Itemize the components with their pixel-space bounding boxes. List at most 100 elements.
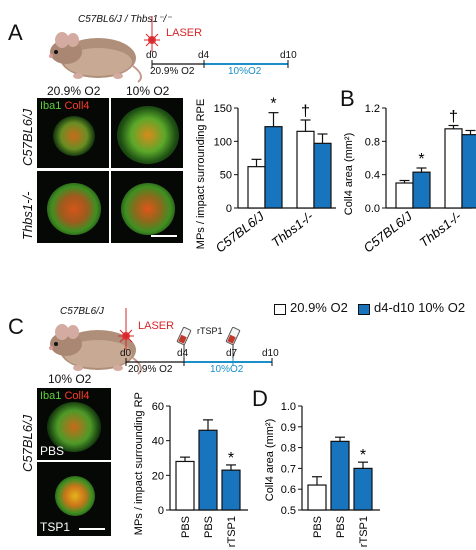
timeline-c-hypoxia: 10%O2	[210, 364, 244, 375]
syringe-icon	[225, 326, 241, 358]
significance-mark: †	[449, 109, 458, 126]
rtsp1-label: rTSP1	[197, 326, 223, 336]
y-tick-label: 0.5	[281, 505, 296, 517]
syringe-icon	[176, 326, 192, 358]
timeline-c-normoxia: 20.9% O2	[128, 364, 173, 375]
scale-bar	[151, 235, 177, 237]
mouse-icon	[49, 32, 143, 83]
x-group-label: Thbs1-/-	[268, 208, 316, 250]
significance-mark: †	[301, 103, 310, 120]
timeline-c-d7: d7	[226, 348, 238, 359]
bar	[198, 429, 218, 511]
strain-title-a: C57BL6/J / Thbs1⁻/⁻	[78, 14, 172, 25]
panel-letter-b: B	[340, 86, 355, 111]
y-tick-label: 0.8	[281, 443, 296, 455]
y-tick-label: 60	[152, 401, 164, 413]
chart-a: MPs / impact surrounding RPE 0 50 100 150 * C…	[195, 96, 336, 256]
stain-coll4-label: Coll4	[64, 100, 90, 112]
col-label-normoxia: 20.9% O2	[47, 84, 101, 98]
bar	[264, 126, 283, 209]
timeline-a-normoxia: 20.9% O2	[150, 66, 195, 77]
bar	[296, 130, 315, 209]
y-tick-label: 100	[214, 136, 232, 148]
bar	[330, 440, 350, 511]
timeline-a-d4: d4	[198, 50, 210, 61]
panel-letter-d: D	[252, 386, 268, 411]
bar	[313, 142, 332, 209]
stain-coll4-label: Coll4	[64, 390, 90, 402]
x-category-label: PBS	[180, 516, 192, 538]
row-label-c57: C57BL6/J	[20, 108, 35, 166]
timeline-a-d10: d10	[280, 50, 297, 61]
timeline-c-d0: d0	[120, 348, 132, 359]
y-tick-label: 0.4	[365, 170, 380, 182]
micrograph-a-c57-normoxia: Iba1 Coll4	[37, 98, 109, 168]
micrograph-c-pbs: Iba1 Coll4 PBS	[37, 388, 111, 460]
bar	[353, 467, 373, 511]
timeline-c-d10: d10	[262, 348, 279, 359]
timeline-a-d0: d0	[146, 50, 158, 61]
y-tick-label: 0.0	[365, 203, 380, 215]
bar	[221, 469, 241, 511]
timeline-a	[144, 16, 289, 68]
bar	[175, 460, 195, 511]
legend-swatch-blue	[358, 304, 370, 315]
x-group-label: C57BL6/J	[361, 208, 416, 255]
chart-b: Coll4 area (mm²) 0.0 0.4 0.8 1.2 * C57BL6/J † T…	[343, 103, 476, 256]
x-category-label: PBS	[312, 516, 324, 538]
y-tick-label: 1.2	[365, 103, 380, 115]
y-tick-label: 40	[152, 436, 164, 448]
bar	[412, 171, 431, 209]
significance-mark: *	[228, 450, 234, 467]
scale-bar	[79, 528, 105, 530]
strain-title-c: C57BL6/J	[60, 306, 104, 317]
bar	[395, 182, 414, 209]
y-tick-label: 50	[220, 170, 232, 182]
legend-label-blue: d4-d10 10% O2	[374, 300, 466, 315]
col-label-hypoxia: 10% O2	[126, 84, 170, 98]
row-label-thbs1: Thbs1-/-	[20, 191, 35, 240]
y-tick-label: 0	[158, 505, 164, 517]
bar	[247, 166, 266, 209]
laser-burst-icon	[144, 32, 160, 48]
x-category-label: rTSP1	[358, 516, 370, 547]
image-label-tsp1: TSP1	[40, 520, 71, 534]
y-tick-label: 1.0	[281, 401, 296, 413]
x-group-label: Thbs1-/-	[416, 208, 464, 250]
x-group-label: C57BL6/J	[213, 208, 268, 255]
micrograph-a-c57-hypoxia	[111, 98, 183, 168]
chart-c: MPs / impact surrounding RPE 0 20 40 60 PBS P…	[133, 392, 248, 547]
chart-d: Coll4 area (mm²) 0.5 0.6 0.7 0.8 0.9 1.0 PBS PB…	[264, 401, 380, 547]
svg-text:MPs / impact surrounding RPE: MPs / impact surrounding RPE	[133, 392, 145, 535]
image-label-pbs: PBS	[40, 444, 65, 458]
svg-text:MPs / impact surrounding RPE: MPs / impact surrounding RPE	[195, 99, 207, 249]
stain-iba1-label: Iba1	[40, 100, 62, 112]
bar	[461, 134, 476, 209]
significance-mark: *	[270, 96, 276, 113]
legend-swatch-white	[274, 304, 286, 315]
y-tick-label: 0.8	[365, 136, 380, 148]
timeline-c-d4: d4	[177, 348, 189, 359]
col-label-c: 10% O2	[48, 372, 92, 386]
svg-text:Coll4 area (mm²): Coll4 area (mm²)	[343, 133, 355, 216]
row-label-c: C57BL6/J	[20, 414, 35, 472]
significance-mark: *	[418, 151, 424, 168]
y-tick-label: 0.6	[281, 484, 296, 496]
y-tick-label: 0.9	[281, 422, 296, 434]
x-category-label: PBS	[335, 516, 347, 538]
timeline-c	[118, 308, 273, 366]
bar	[307, 484, 327, 511]
y-tick-label: 150	[214, 103, 232, 115]
x-category-label: rTSP1	[226, 516, 238, 547]
y-tick-label: 20	[152, 470, 164, 482]
mouse-icon	[49, 324, 143, 375]
bar	[444, 128, 463, 209]
panel-letter-a: A	[8, 20, 23, 45]
svg-text:Coll4 area (mm²): Coll4 area (mm²)	[264, 419, 276, 502]
laser-label-c: LASER	[138, 320, 175, 332]
laser-burst-icon	[118, 328, 134, 344]
significance-mark: *	[360, 447, 366, 464]
stain-iba1-label: Iba1	[40, 390, 62, 402]
micrograph-a-thbs1-hypoxia	[111, 171, 183, 243]
micrograph-a-thbs1-normoxia	[37, 171, 109, 243]
